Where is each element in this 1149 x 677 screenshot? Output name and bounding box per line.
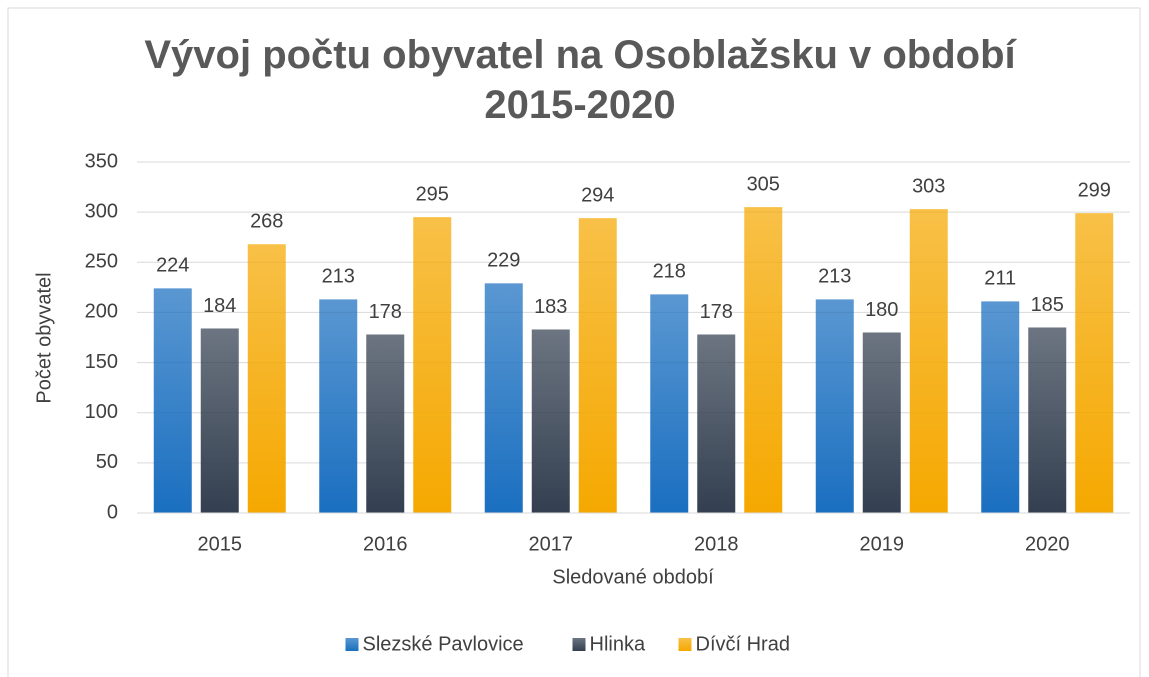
chart-title: Vývoj počtu obyvatel na Osoblažsku v obd… [144,33,1016,127]
bar [484,283,523,513]
data-label: 211 [984,268,1016,290]
bar [744,207,783,513]
data-label: 299 [1078,179,1111,201]
data-label: 268 [250,211,283,233]
data-label: 295 [416,183,449,205]
y-tick-label: 0 [107,501,118,523]
legend-label: Slezské Pavlovice [363,633,524,655]
bar [1075,213,1114,513]
y-tick-label: 100 [85,401,118,423]
legend-label: Dívčí Hrad [696,633,790,655]
legend-label: Hlinka [590,633,646,655]
data-label: 218 [653,261,686,283]
bar [981,301,1020,513]
data-label: 224 [156,255,189,277]
y-tick-label: 300 [85,200,118,222]
bar [815,299,854,513]
bar [862,332,901,513]
legend-swatch [678,638,692,651]
x-tick-label: 2015 [198,533,243,555]
data-label: 303 [912,175,945,197]
y-tick-label: 350 [85,150,118,172]
data-label: 213 [818,266,851,288]
data-label: 185 [1031,294,1064,316]
data-label: 178 [700,301,733,323]
bar [413,217,452,513]
bar [153,288,192,513]
bar [366,334,405,513]
legend-swatch [345,638,359,651]
data-label: 213 [322,266,355,288]
bar [319,299,358,513]
legend-swatch [572,638,586,651]
data-label: 294 [581,184,614,206]
data-label: 305 [747,173,780,195]
data-label: 184 [203,295,236,317]
bar [200,328,239,513]
data-label: 229 [487,250,520,272]
bar [578,218,617,513]
data-label: 183 [534,296,567,318]
bar [909,209,948,514]
y-tick-label: 50 [96,451,118,473]
x-tick-label: 2019 [860,533,905,555]
bar [247,244,286,513]
data-label: 180 [865,299,898,321]
y-tick-label: 200 [85,301,118,323]
bar [697,334,736,513]
x-axis-label: Sledované období [552,566,714,588]
x-tick-label: 2018 [694,533,739,555]
x-tick-label: 2020 [1025,533,1070,555]
bar [531,329,570,513]
y-tick-label: 150 [85,351,118,373]
y-tick-label: 250 [85,251,118,273]
bar [650,294,689,513]
y-axis-label: Počet obyvatel [33,272,55,403]
data-label: 178 [369,301,402,323]
bar [1028,327,1067,513]
frame [7,7,1141,677]
x-tick-label: 2016 [363,533,408,555]
x-tick-label: 2017 [529,533,574,555]
